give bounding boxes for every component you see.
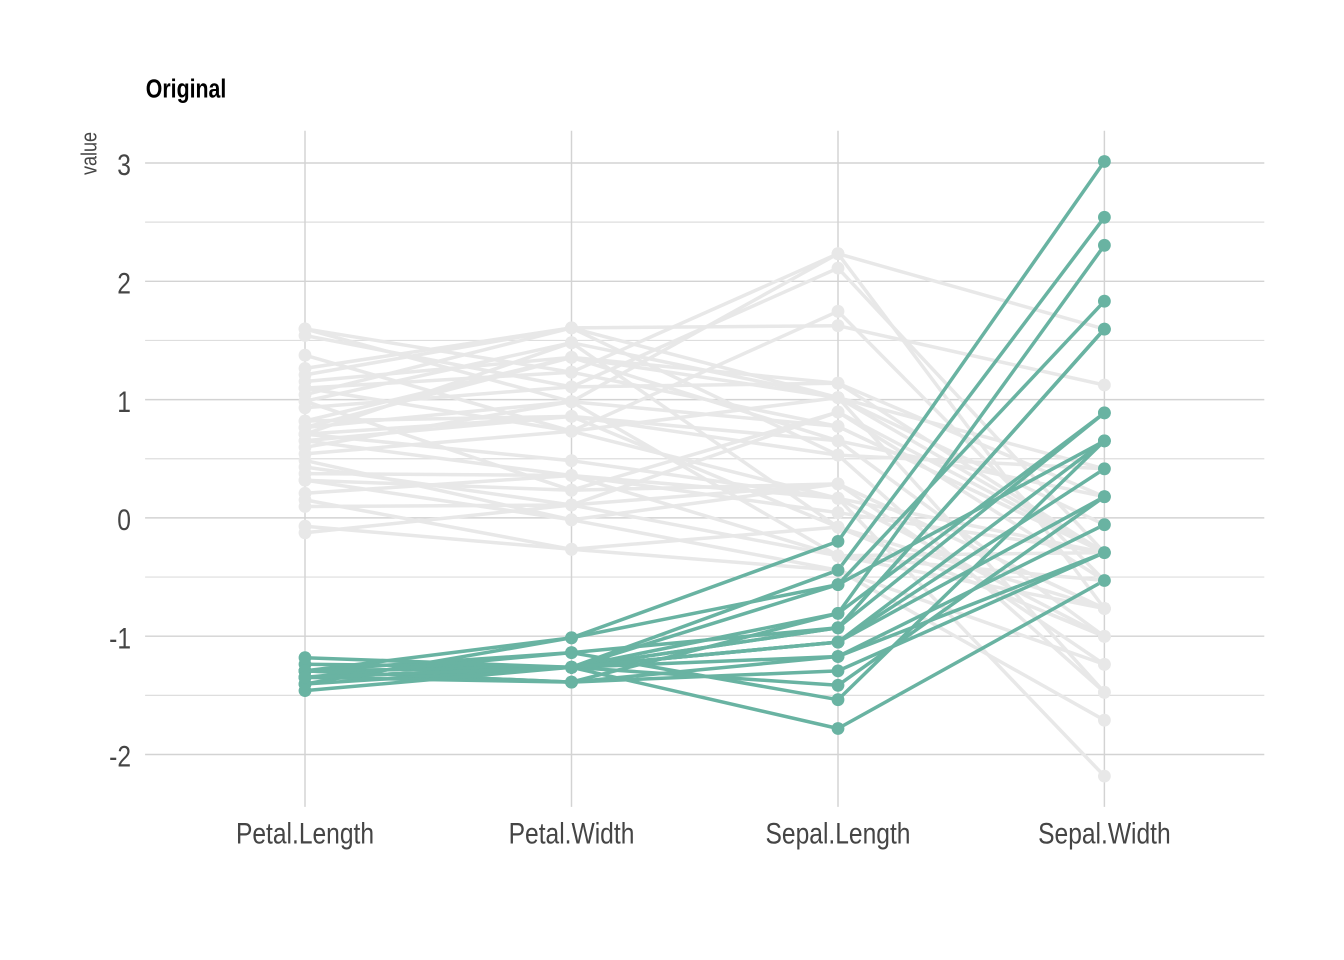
svg-text:0: 0	[117, 503, 131, 537]
svg-text:value: value	[78, 132, 102, 175]
svg-text:Sepal.Length: Sepal.Length	[766, 816, 911, 850]
svg-text:-1: -1	[109, 621, 131, 655]
svg-text:Original: Original	[146, 74, 227, 104]
svg-text:Petal.Length: Petal.Length	[236, 816, 374, 850]
svg-text:Petal.Width: Petal.Width	[509, 816, 635, 850]
svg-text:Sepal.Width: Sepal.Width	[1038, 816, 1171, 850]
svg-text:-2: -2	[109, 739, 131, 773]
svg-text:1: 1	[117, 384, 131, 418]
svg-text:2: 2	[117, 266, 131, 300]
svg-text:3: 3	[117, 148, 131, 182]
